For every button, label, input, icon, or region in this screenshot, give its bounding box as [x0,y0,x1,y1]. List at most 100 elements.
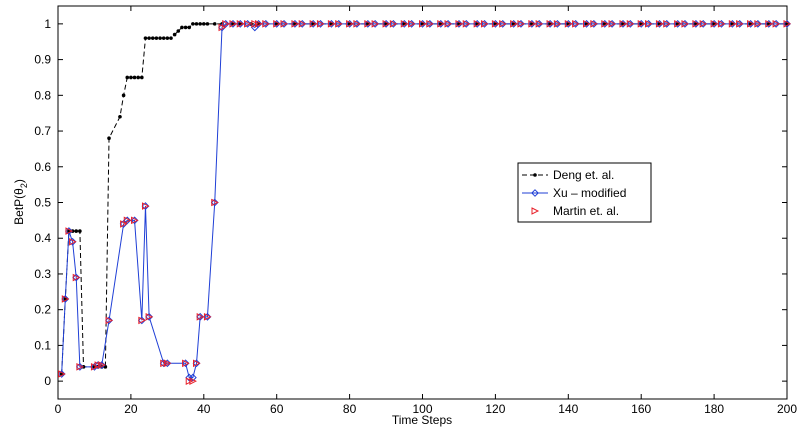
data-point [364,20,372,28]
data-point [183,25,188,30]
data-point [491,20,500,28]
data-point [600,19,609,28]
data-point [273,20,281,28]
data-point [212,22,217,26]
data-point [105,316,114,325]
legend-marker [531,207,540,215]
data-point [717,19,726,28]
y-axis-label-close: ) [12,179,26,183]
data-point [382,19,390,28]
data-point [619,19,627,28]
y-tick-label: 0.2 [34,303,51,317]
data-point [334,19,343,28]
data-point [141,202,150,210]
data-point [352,19,361,28]
data-point [590,20,598,28]
data-point [68,237,77,246]
x-tick-label: 0 [55,402,62,416]
data-point [94,361,103,369]
data-point [772,20,781,28]
y-tick-label: 0.6 [34,160,51,174]
data-point [182,359,190,368]
data-point [316,20,325,28]
data-point [517,19,525,28]
data-point [644,20,653,28]
y-tick-label: 0.7 [34,124,51,138]
data-point [371,19,380,28]
markers-martin-et-al [58,20,792,385]
data-point [72,273,81,282]
data-point [772,19,780,28]
data-point [498,19,507,28]
data-point [462,19,471,28]
data-point [244,20,252,28]
data-point [717,20,726,28]
data-point [626,20,635,28]
y-axis-label: BetP(θ2) [12,179,29,225]
data-point [203,312,212,321]
data-point [626,19,635,28]
data-point [637,20,646,28]
data-point [583,20,591,28]
data-point [608,19,616,28]
data-point [699,19,708,28]
data-point [196,312,205,321]
data-point [118,114,122,119]
data-point [728,20,737,28]
data-point [65,227,74,235]
data-point [57,370,66,378]
data-point [262,20,270,28]
data-point [229,19,237,28]
data-point [528,20,536,28]
data-point [65,227,73,235]
data-point [473,19,482,28]
data-point [499,20,507,28]
data-point [193,359,201,368]
data-point [455,19,463,28]
data-point [145,313,154,321]
data-point [753,19,762,28]
data-point [473,20,482,28]
y-axis-label-main: BetP(θ [12,188,26,225]
data-point [572,20,580,28]
series-line [61,23,787,379]
data-point [298,20,307,28]
data-point [202,22,206,26]
data-point [229,20,238,28]
data-point [75,362,84,371]
legend-entry: Xu – modified [522,186,626,200]
data-point [674,20,682,28]
data-point [571,19,580,28]
data-point [582,19,591,28]
legend-label: Xu – modified [553,186,626,200]
data-point [619,20,628,28]
data-point [176,29,181,33]
data-point [510,20,518,28]
data-point [655,20,664,28]
data-point [140,75,144,80]
data-point [736,20,744,28]
data-point [141,202,150,210]
data-point [218,23,227,32]
data-point [181,359,190,368]
data-point [169,36,173,40]
legend-marker [533,173,537,177]
data-point [382,20,391,28]
legend: Deng et. al. Xu – modified Martin et. al. [517,162,652,223]
data-point [480,19,489,28]
data-point [72,273,81,282]
data-point [90,363,99,371]
markers-xu-modified [57,19,791,382]
x-tick-label: 200 [777,402,797,416]
data-point [637,19,646,28]
x-tick-label: 20 [124,402,138,416]
data-point [138,316,146,325]
x-tick-label: 160 [631,402,651,416]
data-point [601,20,609,28]
data-point [211,198,219,207]
data-point [105,316,113,325]
data-point [425,19,434,28]
data-point [655,19,664,28]
data-point [400,20,409,28]
